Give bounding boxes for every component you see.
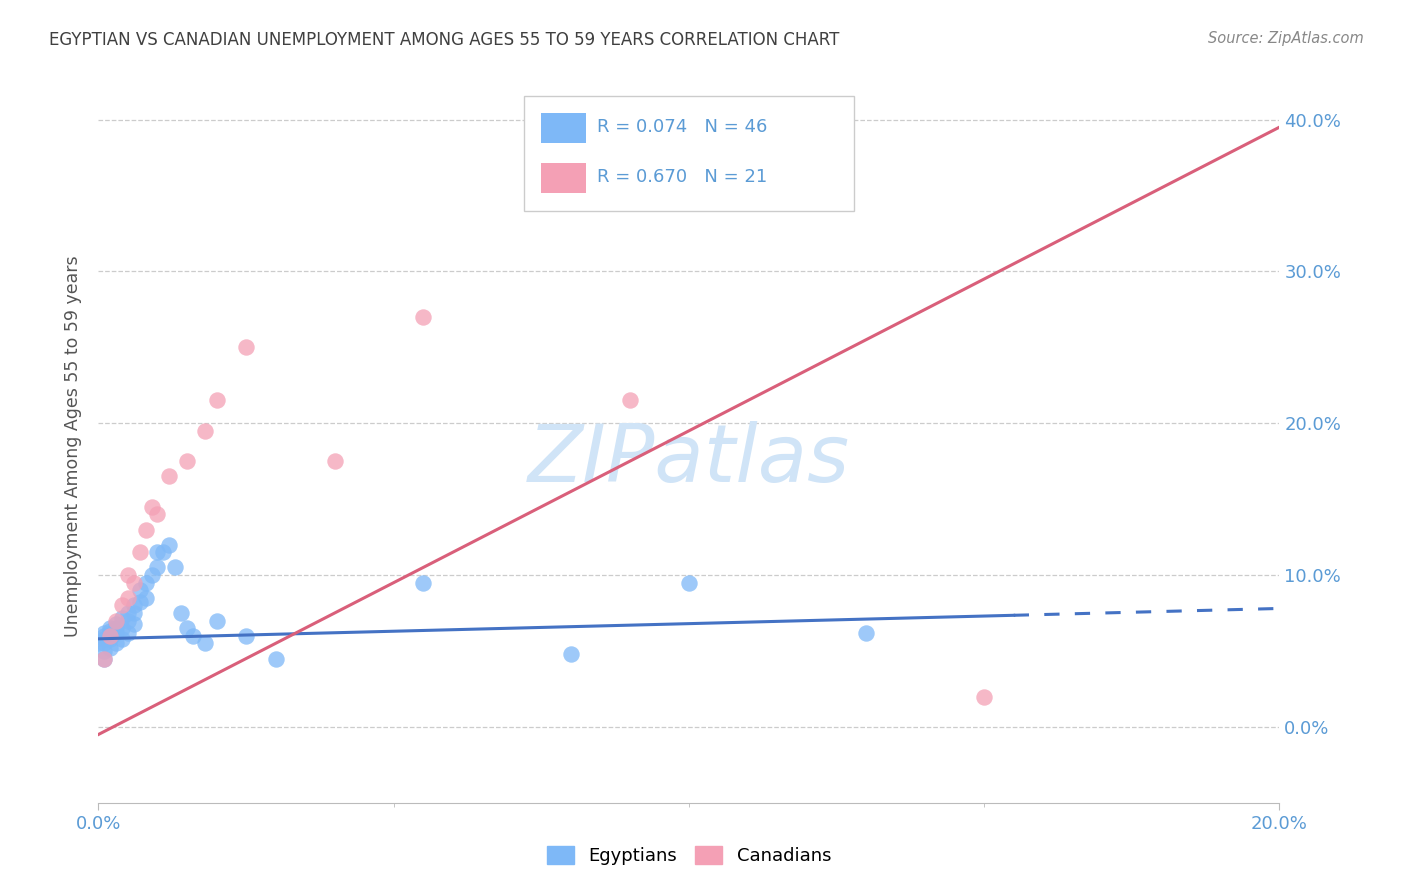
Text: R = 0.670   N = 21: R = 0.670 N = 21 bbox=[596, 168, 768, 186]
Point bbox=[157, 538, 180, 552]
Point bbox=[973, 690, 995, 704]
Point bbox=[170, 606, 193, 620]
Point bbox=[98, 624, 121, 639]
Point bbox=[152, 545, 174, 559]
Point bbox=[678, 575, 700, 590]
Point bbox=[93, 636, 115, 650]
Point bbox=[111, 632, 134, 646]
Point bbox=[194, 636, 217, 650]
Point bbox=[105, 616, 128, 631]
Point bbox=[105, 636, 128, 650]
Point bbox=[93, 632, 115, 646]
Point bbox=[122, 599, 145, 613]
Point bbox=[117, 614, 139, 628]
Point bbox=[93, 629, 115, 643]
Text: R = 0.074   N = 46: R = 0.074 N = 46 bbox=[596, 118, 768, 136]
Point bbox=[176, 454, 198, 468]
Point bbox=[117, 625, 139, 640]
Point bbox=[181, 629, 204, 643]
Point bbox=[141, 568, 163, 582]
Point bbox=[678, 136, 700, 150]
Point bbox=[117, 591, 139, 605]
Point bbox=[165, 560, 187, 574]
Point bbox=[412, 310, 434, 324]
Point bbox=[98, 629, 121, 643]
Point bbox=[264, 651, 287, 665]
Point bbox=[205, 393, 228, 408]
Point bbox=[105, 625, 128, 640]
Point bbox=[98, 632, 121, 646]
Point bbox=[146, 545, 169, 559]
Point bbox=[93, 651, 115, 665]
Point bbox=[93, 644, 115, 658]
Point bbox=[855, 625, 877, 640]
Point bbox=[235, 340, 257, 354]
Point bbox=[194, 424, 217, 438]
Text: EGYPTIAN VS CANADIAN UNEMPLOYMENT AMONG AGES 55 TO 59 YEARS CORRELATION CHART: EGYPTIAN VS CANADIAN UNEMPLOYMENT AMONG … bbox=[49, 31, 839, 49]
Y-axis label: Unemployment Among Ages 55 to 59 years: Unemployment Among Ages 55 to 59 years bbox=[65, 255, 83, 637]
Point bbox=[560, 647, 582, 661]
Point bbox=[146, 560, 169, 574]
Text: ZIPatlas: ZIPatlas bbox=[527, 421, 851, 500]
Point bbox=[205, 614, 228, 628]
Point bbox=[98, 640, 121, 655]
Point bbox=[93, 625, 115, 640]
Point bbox=[157, 469, 180, 483]
Point bbox=[98, 621, 121, 635]
Point bbox=[87, 636, 110, 650]
Point bbox=[135, 591, 157, 605]
Point bbox=[128, 583, 150, 598]
Point bbox=[117, 568, 139, 582]
Point bbox=[117, 606, 139, 620]
Point bbox=[122, 616, 145, 631]
Point bbox=[141, 500, 163, 514]
Point bbox=[105, 621, 128, 635]
Point bbox=[235, 629, 257, 643]
Point bbox=[128, 595, 150, 609]
Point bbox=[412, 575, 434, 590]
Point bbox=[323, 454, 346, 468]
Point bbox=[111, 621, 134, 635]
Point bbox=[128, 545, 150, 559]
Point bbox=[111, 610, 134, 624]
Point bbox=[122, 606, 145, 620]
Point bbox=[146, 508, 169, 522]
Legend: Egyptians, Canadians: Egyptians, Canadians bbox=[540, 838, 838, 872]
Point bbox=[105, 614, 128, 628]
Point bbox=[135, 523, 157, 537]
Point bbox=[93, 651, 115, 665]
FancyBboxPatch shape bbox=[523, 96, 855, 211]
Text: Source: ZipAtlas.com: Source: ZipAtlas.com bbox=[1208, 31, 1364, 46]
Point bbox=[111, 599, 134, 613]
Point bbox=[135, 575, 157, 590]
Point bbox=[619, 393, 641, 408]
Point bbox=[98, 629, 121, 643]
Point bbox=[122, 575, 145, 590]
Point bbox=[176, 621, 198, 635]
Bar bbox=[541, 112, 586, 143]
Bar bbox=[541, 162, 586, 193]
